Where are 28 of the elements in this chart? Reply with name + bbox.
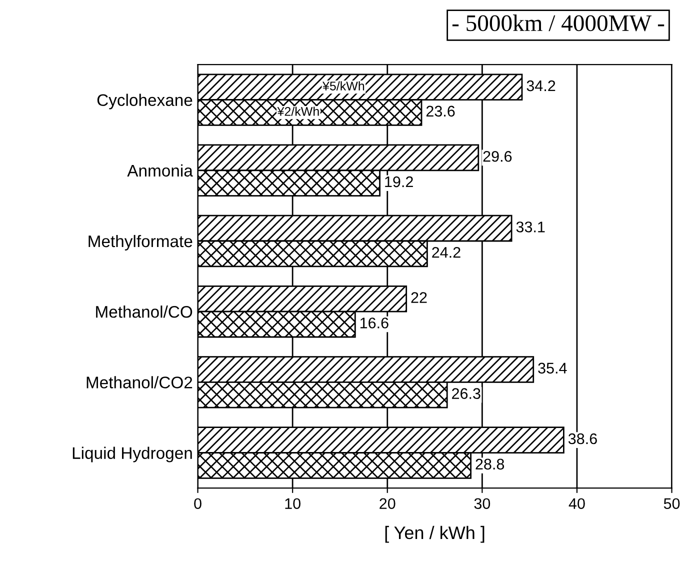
y-tick-label: Methanol/CO2 bbox=[86, 376, 192, 388]
data-label: 33.1 bbox=[516, 222, 545, 232]
y-tick-label: Liquid Hydrogen bbox=[72, 446, 192, 462]
data-label: 23.6 bbox=[426, 106, 455, 117]
x-tick-label: 10 bbox=[285, 498, 300, 510]
x-tick-label: 40 bbox=[568, 498, 585, 510]
x-tick-label: 0 bbox=[194, 498, 202, 510]
series-label: ¥5/kWh bbox=[322, 81, 364, 90]
x-tick-label: 30 bbox=[474, 498, 490, 510]
y-tick-label: Methylformate bbox=[88, 234, 192, 250]
data-label: 16.6 bbox=[360, 318, 388, 328]
x-tick-label: 20 bbox=[380, 498, 396, 510]
y-tick-label: Anmonia bbox=[127, 164, 193, 177]
data-label: 26.3 bbox=[452, 388, 480, 399]
data-label: 38.6 bbox=[568, 433, 597, 444]
y-tick-label: Cyclohexane bbox=[97, 94, 192, 110]
data-label: 29.6 bbox=[483, 150, 512, 162]
data-label: 24.2 bbox=[432, 246, 460, 258]
y-tick-label: Methanol/CO bbox=[96, 306, 192, 318]
series-label: ¥2/kWh bbox=[277, 106, 319, 116]
x-tick-label: 50 bbox=[664, 498, 680, 510]
data-label: 28.8 bbox=[476, 458, 504, 470]
data-label: 19.2 bbox=[385, 176, 413, 188]
x-axis-title: [ Yen / kWh ] bbox=[385, 526, 484, 543]
chart-title: - 5000km / 4000MW - bbox=[452, 14, 664, 32]
data-label: 34.2 bbox=[526, 80, 556, 92]
data-label: 22 bbox=[411, 292, 427, 303]
data-label: 35.4 bbox=[538, 362, 567, 374]
